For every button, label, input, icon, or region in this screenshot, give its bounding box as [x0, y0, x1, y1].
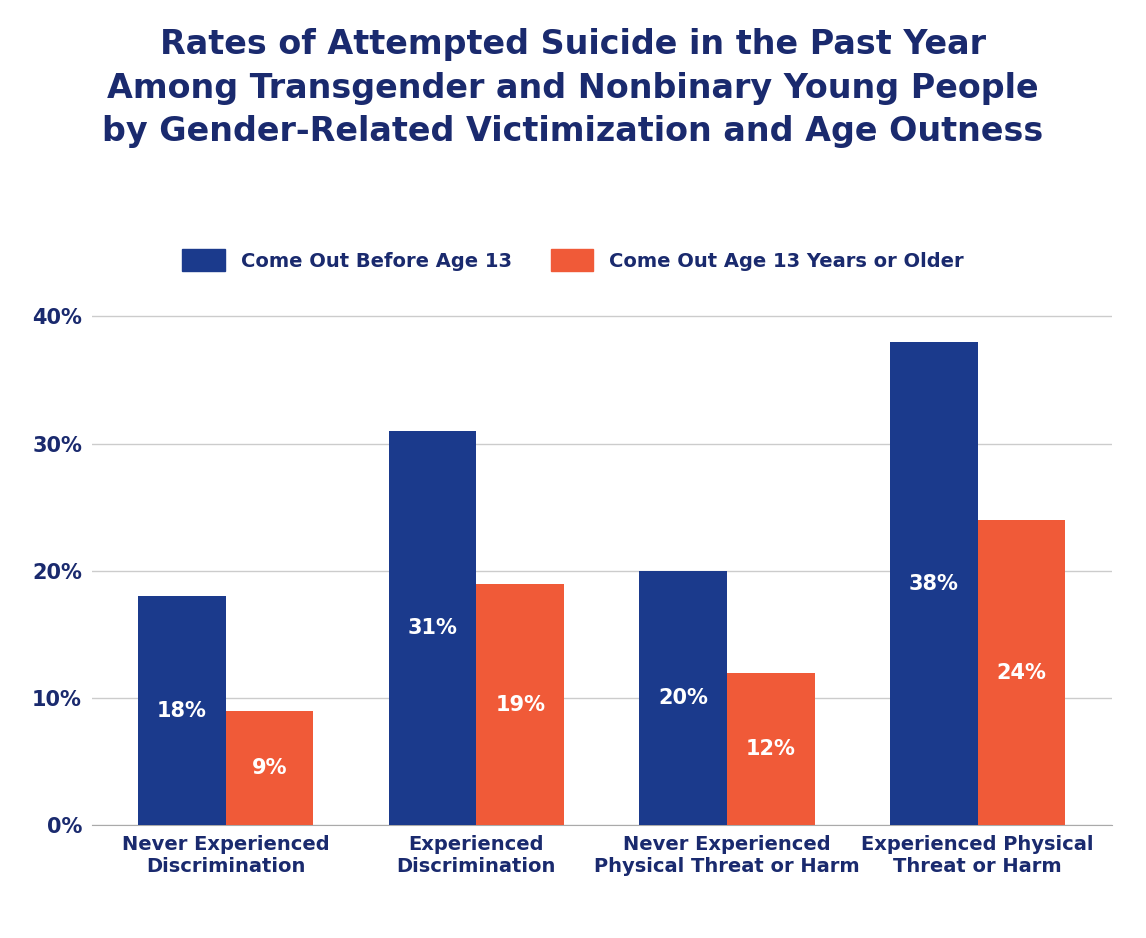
- Bar: [978, 520, 1066, 825]
- Text: 12%: 12%: [746, 739, 795, 759]
- Bar: [889, 341, 978, 825]
- Text: 20%: 20%: [658, 688, 708, 708]
- Bar: [477, 583, 564, 825]
- Bar: [388, 431, 477, 825]
- Bar: [727, 673, 815, 825]
- Text: Rates of Attempted Suicide in the Past Year
Among Transgender and Nonbinary Youn: Rates of Attempted Suicide in the Past Y…: [102, 28, 1044, 148]
- Text: 9%: 9%: [252, 758, 288, 779]
- Text: 19%: 19%: [495, 694, 545, 715]
- Text: 31%: 31%: [408, 618, 457, 638]
- Bar: [226, 711, 314, 825]
- Text: 38%: 38%: [909, 573, 959, 594]
- Bar: [138, 597, 226, 825]
- Bar: [639, 571, 727, 825]
- Legend: Come Out Before Age 13, Come Out Age 13 Years or Older: Come Out Before Age 13, Come Out Age 13 …: [182, 249, 964, 271]
- Text: 18%: 18%: [157, 701, 206, 721]
- Text: 24%: 24%: [997, 662, 1046, 683]
